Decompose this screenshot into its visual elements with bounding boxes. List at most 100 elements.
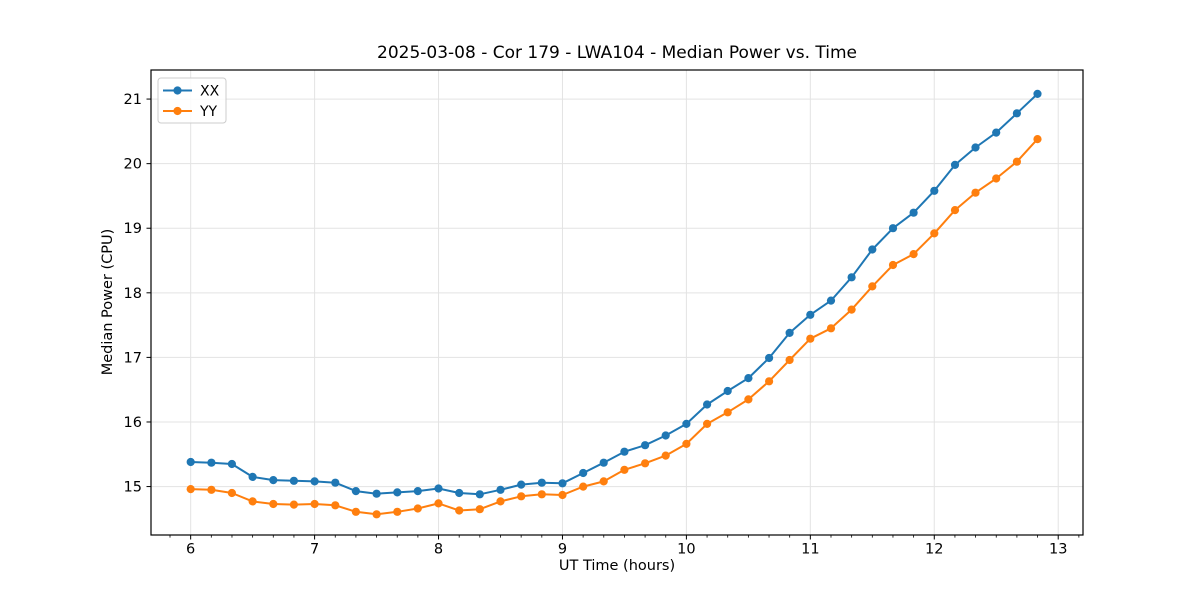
y-tick-label: 19 [124,221,142,237]
series-xx-marker [826,296,836,305]
x-tick-label: 8 [434,542,443,558]
series-xx-marker [227,459,236,469]
series-xx-marker [393,488,402,497]
series-yy-marker [661,451,670,460]
series-xx-marker [537,478,546,487]
series-yy-marker [806,334,815,343]
series-xx-marker [517,480,526,489]
legend-item-yy: YY [163,104,218,120]
series-xx-marker [475,490,484,499]
series-yy-marker [1033,135,1042,144]
legend-marker [173,86,182,95]
series-xx-marker [207,458,216,467]
series-xx-marker [289,476,298,485]
series-xx-marker [496,485,505,494]
series-yy-marker [227,488,236,498]
series-xx-marker [950,160,960,169]
series-xx-marker [785,328,794,337]
series-yy-marker [351,507,360,516]
series-yy-marker [703,419,712,428]
series-yy-marker [888,260,898,270]
y-axis-label: Median Power (CPU) [100,228,116,376]
y-tick-label: 21 [124,92,142,108]
series-yy-marker [909,250,918,259]
series-yy-marker [723,408,732,417]
y-tick-label: 16 [124,415,142,431]
series-xx-marker [888,224,898,233]
series-xx-line [189,92,1039,496]
chart-title: 2025-03-08 - Cor 179 - LWA104 - Median P… [377,43,857,63]
series-yy-marker [930,229,939,238]
series-xx-marker [413,487,422,496]
series-xx-marker [868,245,877,254]
x-tick-label: 11 [801,542,819,558]
series-xx-marker [1012,109,1022,118]
series-xx-marker [641,441,650,450]
series-yy-marker [455,506,464,515]
x-tick-label: 13 [1049,542,1067,558]
y-tick-label: 17 [124,350,142,366]
series-xx-marker [372,489,381,498]
series-xx-marker [620,447,629,456]
series-xx-marker [351,487,360,496]
series-xx-marker [930,186,939,195]
x-axis: 6 7 8 9 10 11 12 13 [169,535,1080,558]
series-yy-marker [599,477,608,486]
series-yy-marker [496,497,505,506]
series-xx-marker [806,310,815,319]
series-xx-marker [599,458,608,467]
series-yy-marker [579,482,588,491]
series-yy-marker [517,492,526,501]
y-tick-label: 20 [124,157,142,173]
series-xx-marker [909,208,918,217]
series-xx-marker [723,386,732,396]
series-xx-marker [186,457,195,467]
series-xx-marker [1033,89,1042,98]
series-yy-marker [992,174,1001,183]
series-yy-marker [434,499,443,508]
series-yy-marker [558,490,567,500]
series-xx-marker [682,419,691,428]
series-xx-marker [703,400,712,409]
series-yy-marker [826,324,836,333]
series-xx-marker [455,488,464,498]
y-tick-label: 15 [124,480,142,496]
series-yy-marker [1012,157,1022,166]
series-yy-marker [372,510,381,519]
x-axis-label: UT Time (hours) [558,558,676,574]
x-tick-label: 6 [186,542,195,558]
legend: XX YY [157,77,227,124]
plot-border [150,69,1084,536]
legend-item-xx: XX [163,84,220,100]
series-yy-marker [744,395,753,404]
series-xx-marker [971,143,980,152]
series-xx-marker [269,476,278,485]
y-axis: 15 16 17 18 19 20 21 [124,92,151,496]
series-xx-marker [744,374,753,383]
series-yy-marker [207,485,216,494]
series-yy-marker [847,305,856,314]
series-yy-marker [641,459,650,468]
series-yy-marker [765,377,774,386]
x-tick-label: 10 [677,542,695,558]
x-tick-label: 12 [925,542,943,558]
series-xx-marker [331,478,340,487]
x-tick-label: 7 [310,542,319,558]
gridlines [151,70,1083,535]
series-yy-marker [289,500,298,509]
legend-marker [173,106,182,116]
series-yy-marker [868,282,877,291]
series-yy-marker [620,465,629,474]
series-xx-marker [661,431,670,440]
legend-label: XX [200,84,220,100]
series-yy-marker [269,499,278,509]
series-xx [186,89,1042,499]
series-yy-marker [331,501,340,510]
series-xx-marker [765,353,774,363]
series-yy-marker [186,485,195,494]
series-yy-marker [475,505,484,514]
x-tick-label: 9 [558,542,567,558]
series-yy-marker [310,499,319,509]
series-yy-marker [971,188,980,197]
